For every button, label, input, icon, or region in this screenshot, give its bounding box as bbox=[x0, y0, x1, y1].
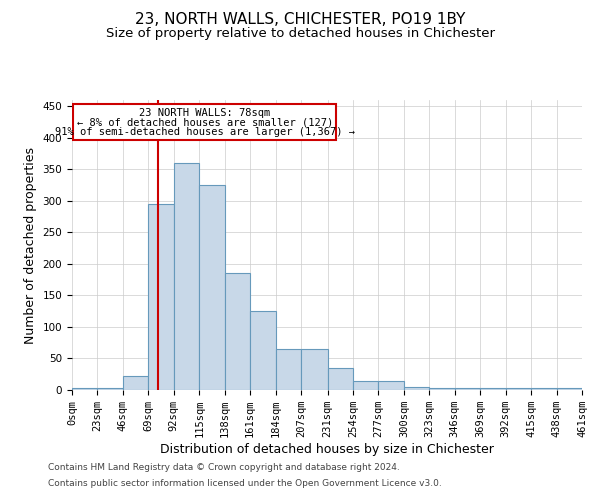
Bar bbox=[506, 388, 531, 390]
Bar bbox=[531, 388, 557, 390]
Bar bbox=[480, 388, 506, 390]
Bar bbox=[301, 349, 328, 390]
Text: Size of property relative to detached houses in Chichester: Size of property relative to detached ho… bbox=[106, 28, 494, 40]
Text: Contains HM Land Registry data © Crown copyright and database right 2024.: Contains HM Land Registry data © Crown c… bbox=[48, 464, 400, 472]
Bar bbox=[97, 388, 123, 390]
Text: 23 NORTH WALLS: 78sqm: 23 NORTH WALLS: 78sqm bbox=[139, 108, 271, 118]
Bar bbox=[199, 185, 224, 390]
Bar bbox=[430, 388, 455, 390]
Bar bbox=[148, 204, 174, 390]
Bar bbox=[557, 388, 582, 390]
Bar bbox=[353, 380, 379, 390]
FancyBboxPatch shape bbox=[73, 104, 337, 141]
Text: 91% of semi-detached houses are larger (1,367) →: 91% of semi-detached houses are larger (… bbox=[55, 127, 355, 137]
Bar bbox=[404, 387, 430, 390]
Bar bbox=[174, 163, 199, 390]
Text: Distribution of detached houses by size in Chichester: Distribution of detached houses by size … bbox=[160, 442, 494, 456]
Bar bbox=[224, 274, 250, 390]
Bar bbox=[379, 380, 404, 390]
Text: ← 8% of detached houses are smaller (127): ← 8% of detached houses are smaller (127… bbox=[77, 118, 333, 128]
Bar bbox=[250, 311, 275, 390]
Y-axis label: Number of detached properties: Number of detached properties bbox=[24, 146, 37, 344]
Text: Contains public sector information licensed under the Open Government Licence v3: Contains public sector information licen… bbox=[48, 478, 442, 488]
Bar bbox=[123, 376, 148, 390]
Text: 23, NORTH WALLS, CHICHESTER, PO19 1BY: 23, NORTH WALLS, CHICHESTER, PO19 1BY bbox=[135, 12, 465, 28]
Bar bbox=[275, 349, 301, 390]
Bar bbox=[72, 388, 97, 390]
Bar bbox=[455, 388, 480, 390]
Bar bbox=[328, 368, 353, 390]
